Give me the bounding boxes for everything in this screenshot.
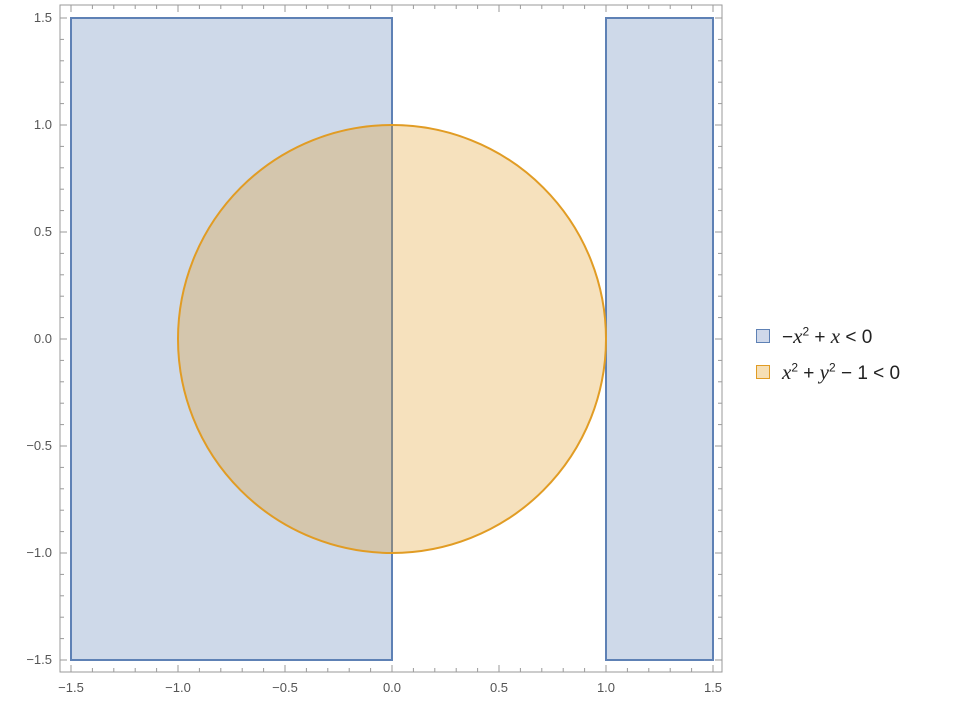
legend-label-parabola: −x2 + x < 0 (782, 323, 873, 348)
legend-item-disk: x2 + y2 − 1 < 0 (756, 354, 900, 390)
x-tick-label: 1.5 (704, 680, 722, 695)
x-tick-label: −1.5 (58, 680, 84, 695)
x-tick-label: 0.0 (383, 680, 401, 695)
legend-label-disk: x2 + y2 − 1 < 0 (782, 359, 901, 384)
legend-swatch-orange (756, 365, 770, 379)
y-tick-label: 0.5 (34, 224, 52, 239)
x-tick-label: 1.0 (597, 680, 615, 695)
x-tick-label: −0.5 (272, 680, 298, 695)
y-tick-label: 1.5 (34, 10, 52, 25)
y-tick-label: 0.0 (34, 331, 52, 346)
y-tick-label: −0.5 (26, 438, 52, 453)
x-tick-label: 0.5 (490, 680, 508, 695)
y-tick-label: 1.0 (34, 117, 52, 132)
legend-swatch-blue (756, 329, 770, 343)
legend-item-parabola: −x2 + x < 0 (756, 318, 900, 354)
y-tick-label: −1.5 (26, 652, 52, 667)
regions-layer (70, 17, 714, 661)
legend: −x2 + x < 0 x2 + y2 − 1 < 0 (756, 318, 900, 390)
plot-frame (59, 4, 723, 673)
x-tick-label: −1.0 (165, 680, 191, 695)
region-0-1 (605, 17, 714, 661)
region-0-0 (70, 17, 393, 661)
region-1-0 (177, 124, 607, 554)
y-tick-label: −1.0 (26, 545, 52, 560)
ticks-layer (60, 5, 722, 672)
tick-labels-layer: −1.5 −1.0 −0.5 0.0 0.5 1.0 1.5 −1.5 −1.0 −0.5 0.0 0… (26, 10, 722, 695)
